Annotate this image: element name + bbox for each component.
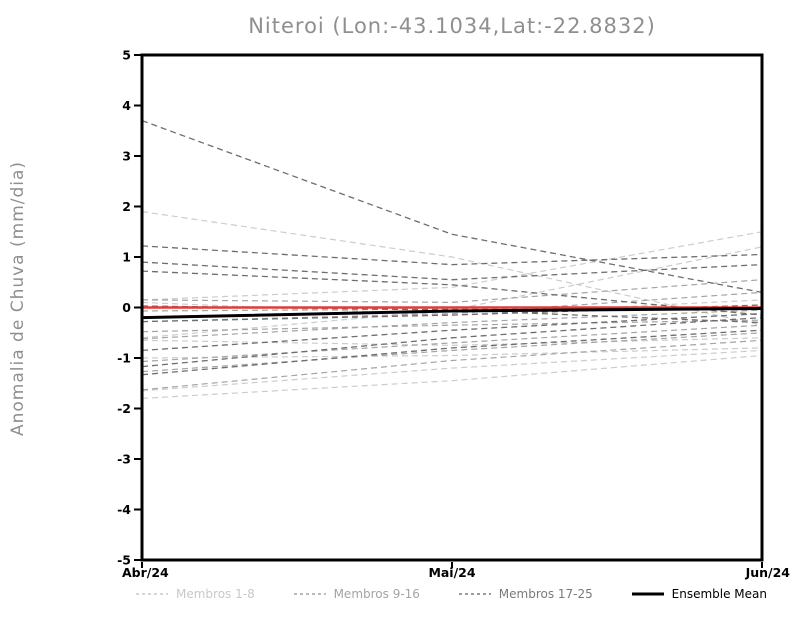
y-tick-label: 0 [122, 300, 131, 315]
y-tick-label: -1 [117, 351, 131, 366]
member-line [142, 349, 762, 392]
legend-label: Membros 17-25 [498, 587, 593, 601]
member-line [142, 309, 762, 340]
dashed-line-swatch [136, 593, 168, 595]
y-tick-label: -3 [117, 452, 131, 467]
legend-item: Membros 9-16 [293, 587, 420, 601]
y-tick-label: 1 [122, 250, 131, 265]
legend-item: Membros 1-8 [135, 587, 255, 601]
solid-line-swatch [631, 592, 664, 596]
member-line [142, 211, 762, 326]
y-tick-label: 4 [122, 98, 131, 113]
member-line [142, 312, 762, 352]
legend-label: Ensemble Mean [671, 587, 767, 601]
member-line [142, 339, 762, 391]
dashed-line-swatch [458, 593, 491, 595]
member-line [142, 337, 762, 347]
member-line [142, 279, 762, 304]
chart-title: Niteroi (Lon:-43.1034,Lat:-22.8832) [248, 14, 656, 38]
legend-item: Membros 17-25 [458, 587, 593, 601]
dashed-line-swatch [293, 593, 326, 595]
y-tick-label: -2 [117, 401, 131, 416]
member-line [142, 119, 762, 294]
x-tick-label: Jun/24 [745, 565, 791, 580]
y-tick-label: 2 [122, 199, 131, 214]
legend-item: Ensemble Mean [631, 587, 767, 601]
member-line [142, 329, 762, 376]
member-line [142, 261, 762, 281]
y-tick-label: -4 [117, 502, 131, 517]
member-line [142, 270, 762, 316]
member-line [142, 324, 762, 363]
member-line [142, 354, 762, 399]
member-line [142, 231, 762, 301]
y-tick-label: 5 [122, 48, 131, 63]
plot-frame [140, 53, 764, 562]
ensemble-mean-line [142, 307, 762, 320]
legend-label: Membros 9-16 [333, 587, 420, 601]
y-tick-label: -5 [117, 553, 131, 568]
member-line [142, 332, 762, 373]
member-line [142, 304, 762, 323]
y-tick-label: 3 [122, 149, 131, 164]
x-tick-label: Abr/24 [122, 565, 169, 580]
legend: Membros 1-8 Membros 9-16 Membros 17-25 Ense… [135, 584, 767, 604]
x-tick-label: Mai/24 [428, 565, 475, 580]
member-line [142, 316, 762, 368]
member-line [142, 319, 762, 333]
member-line [142, 245, 762, 266]
legend-label: Membros 1-8 [176, 587, 255, 601]
member-line [142, 246, 762, 339]
member-line [142, 306, 762, 312]
